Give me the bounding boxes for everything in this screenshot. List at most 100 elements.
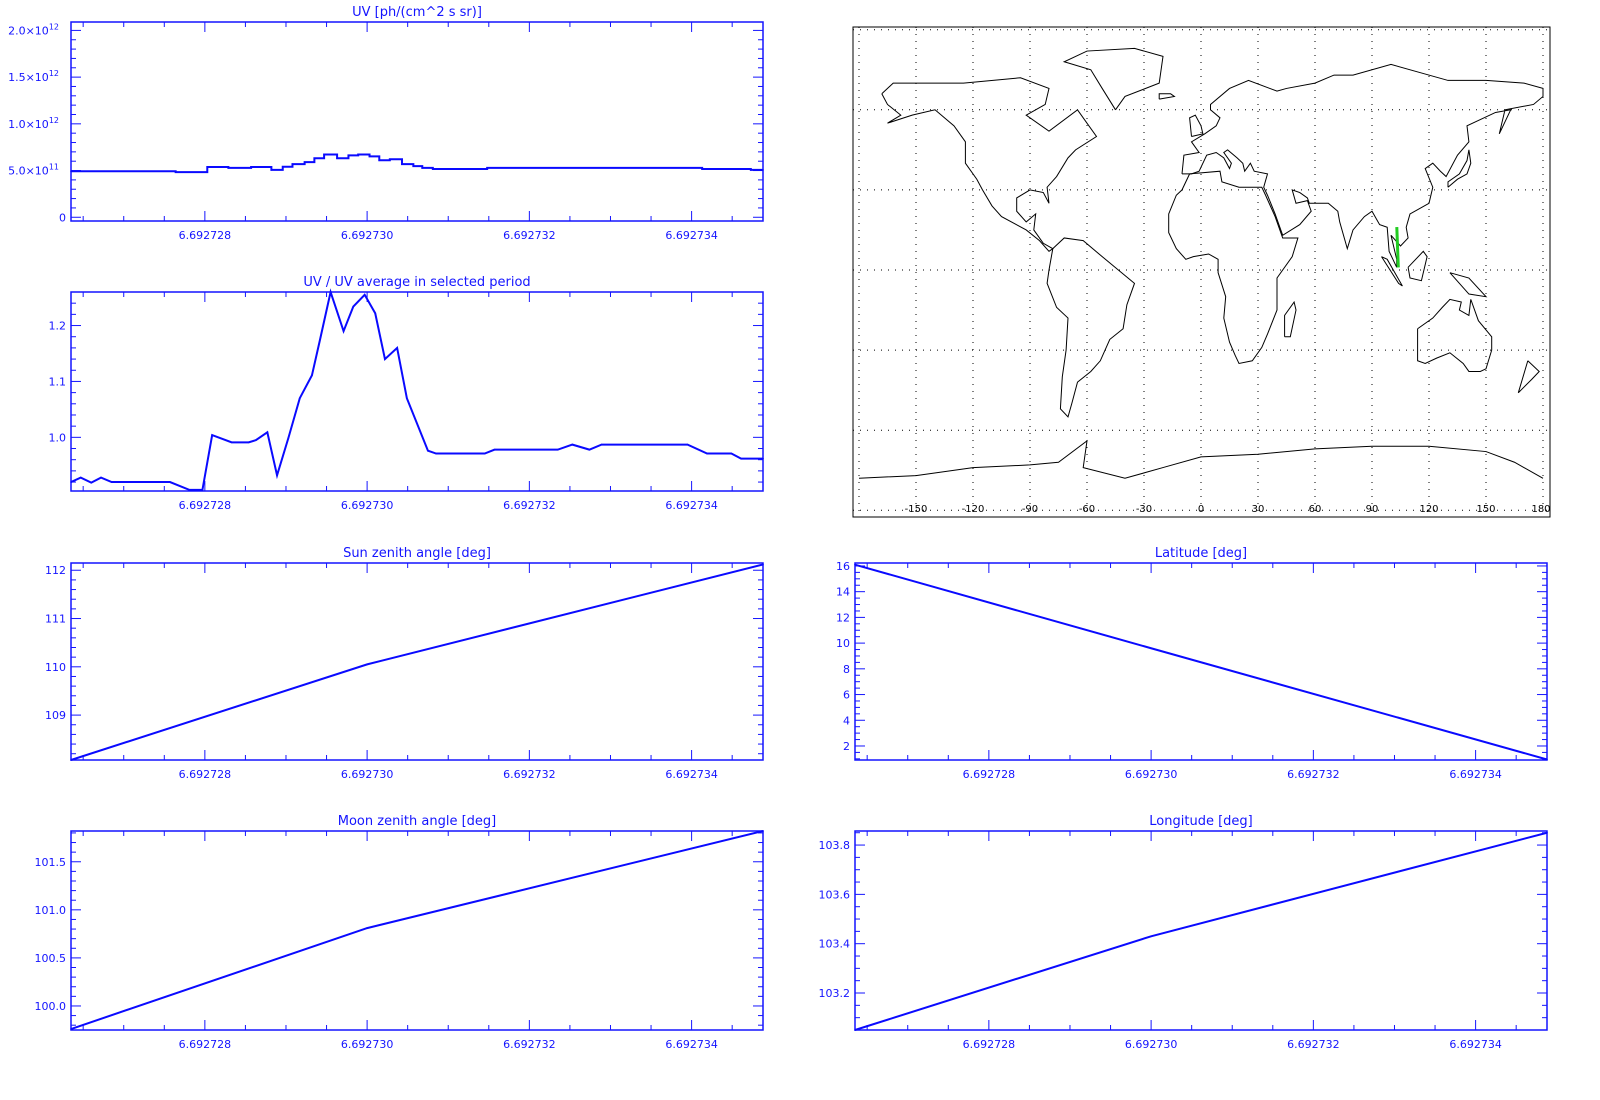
data-point (588, 448, 591, 451)
coastline-new-zealand (1517, 360, 1540, 394)
x-tick-label: 6.692732 (503, 499, 556, 512)
data-point (750, 169, 752, 171)
data-point (427, 449, 429, 452)
data-point (319, 338, 321, 341)
y-tick-label: 4 (843, 714, 850, 727)
data-point (486, 167, 488, 169)
x-tick-label: 6.692732 (503, 1038, 556, 1051)
y-tick-label: 1.1 (49, 375, 67, 388)
y-tick-label: 109 (45, 709, 66, 722)
data-point (255, 439, 257, 441)
world-map: -150 -120 -90 -60 -30 0 30 60 90 120 150 180 (852, 26, 1551, 518)
data-point (291, 163, 294, 165)
data-point (347, 154, 350, 157)
chart-title: Longitude [deg] (1149, 814, 1252, 829)
map-lon-label: -30 (1136, 504, 1152, 515)
data-point (740, 457, 742, 460)
y-tick-label: 2 (843, 740, 850, 753)
data-series-line (70, 830, 764, 1030)
x-tick-label: 6.692734 (1449, 1038, 1502, 1051)
y-tick-label: 103.4 (819, 938, 851, 951)
y-tick-label: 8 (843, 663, 850, 676)
data-point (90, 481, 93, 484)
coastline-japan (1447, 149, 1472, 188)
x-tick-label: 6.692728 (179, 1038, 232, 1051)
data-point (378, 159, 381, 162)
data-point (571, 443, 574, 446)
x-tick-label: 6.692728 (179, 499, 232, 512)
x-tick-label: 6.692728 (179, 768, 232, 781)
chart-title: UV [ph/(cm^2 s sr)] (352, 5, 482, 20)
y-tick-mantissa: 1.5×10 (8, 71, 49, 84)
x-tick-label: 6.692728 (179, 229, 232, 242)
data-point (100, 476, 102, 479)
y-tick-label: 5.0×1011 (8, 163, 59, 178)
x-tick-label: 6.692730 (341, 768, 394, 781)
data-point (79, 476, 82, 479)
data-point (201, 489, 204, 491)
data-point (266, 431, 269, 434)
data-point (303, 161, 306, 163)
x-tick-label: 6.692732 (503, 768, 556, 781)
y-tick-label: 110 (45, 661, 66, 674)
map-lon-label: 120 (1419, 504, 1438, 515)
x-tick-label: 6.692728 (963, 768, 1016, 781)
data-point (352, 305, 355, 308)
chart-longitude: Longitude [deg] 6.692728 6.692730 6.692732 6… (819, 814, 1548, 1051)
data-point (313, 157, 316, 160)
y-tick-mantissa: 5.0×10 (8, 165, 49, 178)
data-point (432, 168, 434, 170)
data-point (366, 663, 368, 666)
x-tick-label: 6.692734 (665, 499, 718, 512)
map-lon-label: 0 (1198, 504, 1204, 515)
data-point (435, 452, 437, 455)
data-point (1150, 935, 1152, 938)
data-point (762, 169, 764, 171)
data-point (1150, 647, 1152, 650)
coastline-borneo (1407, 250, 1428, 282)
y-tick-label: 100.5 (35, 952, 67, 965)
coastline-great-britain (1189, 114, 1204, 137)
coastline-sumatra (1381, 256, 1403, 287)
plot-frame (70, 291, 764, 492)
map-lon-label: 180 (1531, 504, 1550, 515)
y-tick-label: 1.0×1012 (8, 116, 59, 131)
y-tick-label: 1.5×1012 (8, 69, 59, 84)
y-tick-label: 112 (45, 564, 66, 577)
chart-uv-ratio: UV / UV average in selected period 6.6927… (49, 275, 764, 512)
y-tick-label: 111 (45, 613, 66, 626)
y-tick-label: 10 (836, 637, 850, 650)
data-point (298, 397, 301, 400)
y-tick-label: 16 (836, 560, 850, 573)
coastline-australia (1417, 298, 1493, 372)
data-point (854, 563, 856, 566)
map-lon-label: 150 (1476, 504, 1495, 515)
data-point (389, 158, 391, 161)
data-point (1546, 758, 1548, 761)
data-series-line (71, 153, 763, 174)
data-point (110, 481, 113, 483)
data-point (70, 481, 72, 483)
data-point (421, 167, 424, 169)
data-point (762, 830, 764, 832)
map-lon-label: -60 (1079, 504, 1095, 515)
data-point (1546, 831, 1548, 834)
coastline-new-guinea (1449, 272, 1488, 298)
y-tick-label: 2.0×1012 (8, 22, 59, 37)
coastline-south-america (1046, 237, 1136, 418)
data-point (250, 166, 252, 168)
data-point (311, 374, 313, 377)
data-point (762, 457, 764, 460)
y-tick-exponent: 12 (49, 116, 59, 125)
y-tick-exponent: 12 (49, 69, 59, 78)
chart-title: UV / UV average in selected period (303, 275, 530, 290)
data-point (600, 443, 603, 446)
data-point (276, 474, 278, 477)
data-point (169, 481, 171, 483)
data-point (227, 167, 230, 169)
y-tick-mantissa: 2.0×10 (8, 24, 49, 37)
map-lon-label: -90 (1022, 504, 1038, 515)
y-tick-label: 100.0 (35, 1000, 67, 1013)
map-lon-label: 30 (1252, 504, 1265, 515)
x-tick-label: 6.692730 (1125, 768, 1178, 781)
